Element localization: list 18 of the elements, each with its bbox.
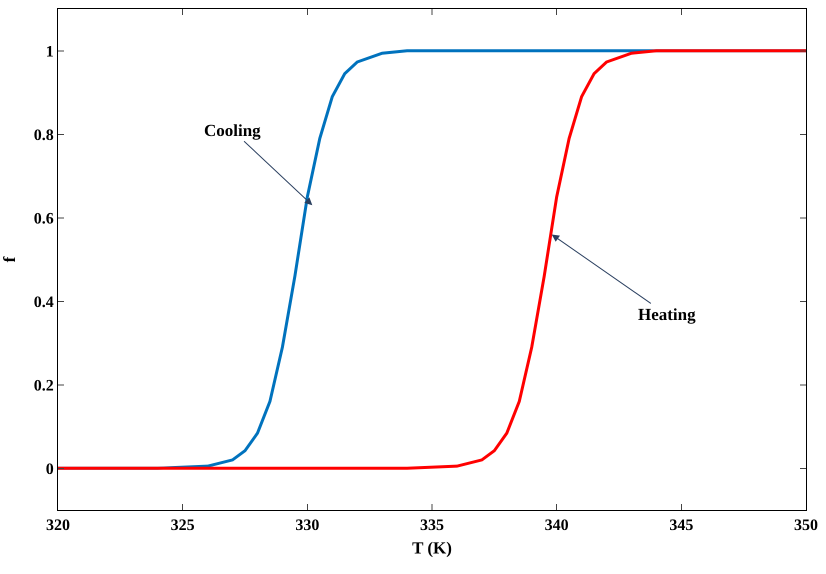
y-tick-label: 1 [46, 43, 54, 60]
y-axis-title: f [0, 256, 19, 262]
x-axis-title: T (K) [412, 538, 452, 558]
x-tick-label: 345 [669, 517, 694, 534]
annotation: Cooling [204, 121, 262, 140]
x-tick-label: 325 [170, 517, 195, 534]
x-tick-label: 350 [794, 517, 818, 534]
y-tick-label: 0 [46, 460, 54, 478]
line-series [58, 49, 806, 470]
y-tick-label: 0.6 [34, 210, 54, 228]
y-tick-label: 0.8 [34, 126, 54, 144]
y-tick-label: 0.2 [34, 377, 54, 394]
x-tick-label: 340 [544, 517, 569, 534]
y-tick-label: 0.4 [34, 294, 54, 311]
x-tick-label: 320 [46, 517, 70, 534]
x-tick-label: 335 [420, 517, 444, 534]
x-tick-label: 330 [295, 517, 320, 534]
annotation: Heating [638, 305, 696, 324]
